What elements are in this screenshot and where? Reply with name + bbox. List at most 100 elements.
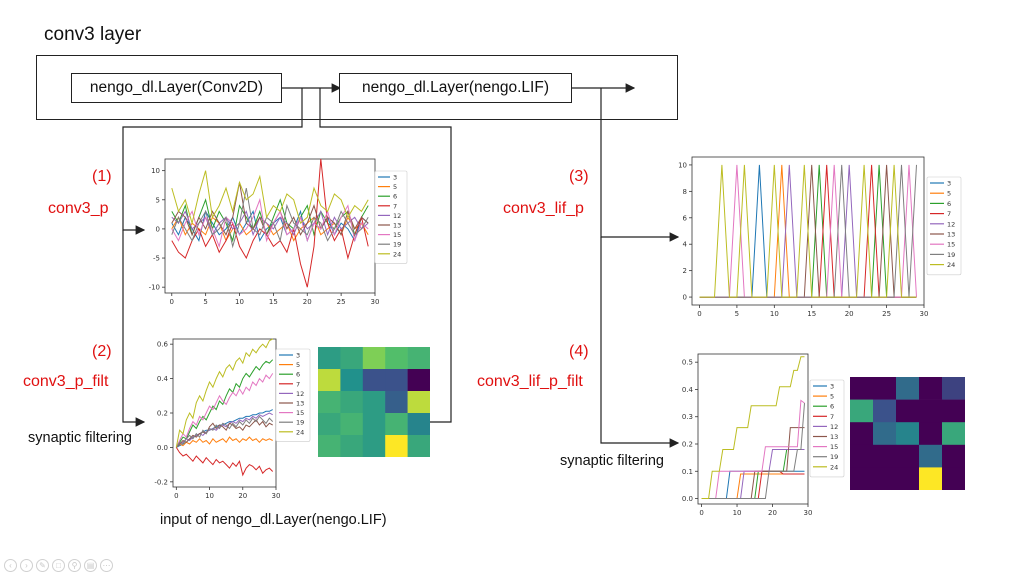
series-line-24 [175, 338, 273, 448]
heatmap-cell [340, 413, 364, 436]
x-tick-label: 0 [699, 509, 703, 517]
x-tick-label: 5 [203, 298, 207, 305]
heatmap-cell [919, 444, 943, 468]
plot-frame [691, 156, 925, 306]
probe-3-number: (3) [569, 168, 589, 185]
legend-entry: 6 [947, 200, 951, 208]
x-tick-label: 5 [735, 310, 739, 318]
series-line-19 [701, 403, 805, 499]
heatmap-cell [340, 347, 364, 370]
heatmap-cell [896, 399, 920, 423]
legend-entry: 19 [393, 241, 401, 249]
heatmap-cell [896, 377, 920, 400]
pen-icon[interactable]: ✎ [36, 559, 49, 572]
legend-entry: 6 [830, 403, 834, 411]
heatmap-cell [896, 467, 920, 490]
more-icon[interactable]: ⋯ [100, 559, 113, 572]
legend-entry: 13 [830, 433, 838, 441]
y-tick-label: 0.0 [682, 495, 693, 503]
legend-box [275, 348, 311, 442]
x-tick-label: 15 [269, 298, 278, 305]
x-tick-label: 30 [804, 509, 813, 517]
x-tick-label: 25 [882, 310, 891, 318]
series-line-15 [701, 399, 805, 499]
heatmap-cell [318, 435, 341, 457]
next-icon[interactable]: › [20, 559, 33, 572]
heatmap-cell [340, 391, 364, 414]
heatmap-cell [873, 467, 897, 490]
heatmap-cell [896, 444, 920, 468]
conv2d-layer-box: nengo_dl.Layer(Conv2D) [71, 73, 282, 103]
series-line-24 [171, 170, 369, 226]
legend-entry: 12 [393, 212, 401, 220]
legend-entry: 5 [296, 361, 300, 369]
legend-entry: 3 [393, 174, 397, 182]
arrow-probe-conv3-lif-p-filt [600, 237, 680, 448]
probe-1-number: (1) [92, 168, 112, 185]
heatmap-cell [850, 467, 874, 490]
heatmap-cell [385, 435, 408, 457]
legend-entry: 5 [947, 190, 951, 198]
heatmap-cell [896, 422, 920, 446]
series-line-5 [175, 436, 273, 448]
series-line-12 [171, 210, 369, 237]
legend-box [809, 379, 845, 478]
y-tick-label: 10 [151, 167, 160, 175]
heatmap-cell [318, 391, 341, 414]
input-caption: input of nengo_dl.Layer(nengo.LIF) [160, 512, 387, 528]
heatmap-cell [873, 377, 897, 400]
y-tick-label: 0.4 [682, 386, 694, 394]
x-tick-label: 20 [768, 509, 777, 517]
y-tick-label: 0.6 [157, 341, 169, 349]
legend-entry: 7 [296, 380, 300, 388]
y-tick-label: 5 [156, 196, 160, 204]
legend-entry: 19 [947, 251, 955, 259]
legend-box [374, 170, 408, 264]
x-tick-label: 10 [235, 298, 244, 305]
y-tick-label: 4 [683, 241, 688, 249]
probe-1-name: conv3_p [48, 200, 109, 217]
legend-entry: 19 [830, 453, 838, 461]
subtitle-icon[interactable]: ▤ [84, 559, 97, 572]
y-tick-label: 0 [683, 294, 687, 302]
heatmap-cell [942, 377, 965, 400]
legend-entry: 6 [296, 371, 300, 379]
heatmap-cell [942, 444, 965, 468]
x-tick-label: 30 [920, 310, 929, 318]
heatmap-cell [850, 422, 874, 446]
slides-icon[interactable]: □ [52, 559, 65, 572]
x-tick-label: 30 [272, 492, 281, 500]
zoom-icon[interactable]: ⚲ [68, 559, 81, 572]
heatmap-cell [873, 422, 897, 446]
heatmap-cell [407, 435, 430, 457]
synaptic-filtering-right: synaptic filtering [560, 453, 664, 469]
heatmap-cell [385, 413, 408, 436]
x-tick-label: 0 [174, 492, 178, 500]
legend-entry: 7 [947, 210, 951, 218]
probe-2-name: conv3_p_filt [23, 373, 109, 390]
conv3-p-filt-heatmap [318, 347, 430, 457]
legend-entry: 12 [947, 220, 955, 228]
series-line-15 [175, 373, 274, 448]
heatmap-cell [385, 369, 408, 392]
page-title: conv3 layer [44, 24, 142, 45]
y-tick-label: -10 [149, 284, 160, 292]
heatmap-cell [919, 422, 943, 446]
legend-entry: 13 [947, 231, 955, 239]
prev-icon[interactable]: ‹ [4, 559, 17, 572]
y-tick-label: 2 [683, 267, 687, 275]
legend-entry: 15 [393, 231, 401, 239]
x-tick-label: 10 [770, 310, 779, 318]
heatmap-cell [407, 347, 430, 370]
series-line-19 [171, 188, 369, 249]
heatmap-cell [362, 347, 386, 370]
heatmap-cell [385, 391, 408, 414]
heatmap-cell [407, 369, 430, 392]
y-tick-label: 0 [156, 225, 160, 233]
heatmap-cell [919, 377, 943, 400]
legend-entry: 15 [947, 241, 955, 249]
legend-entry: 7 [393, 202, 397, 210]
legend-entry: 24 [296, 428, 304, 436]
